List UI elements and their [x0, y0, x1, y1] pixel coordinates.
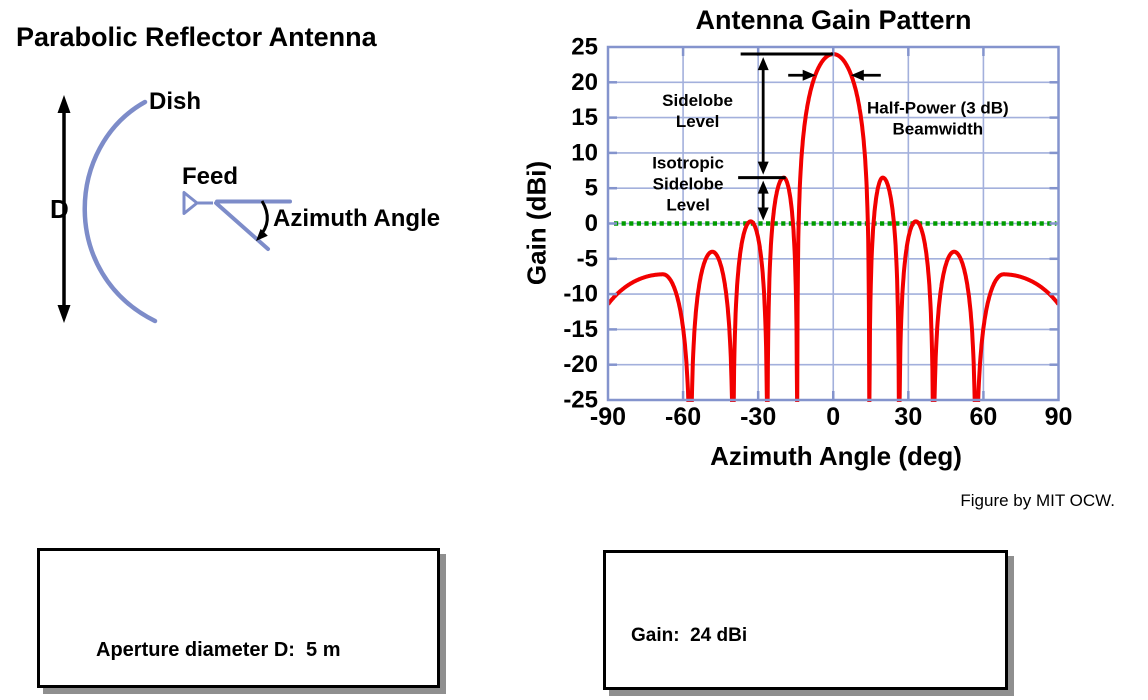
parabolic-antenna-diagram	[57, 95, 292, 324]
result-line: Gain: 24 dBi	[631, 625, 748, 646]
isotropic-sidelobe-label: Isotropic Sidelobe Level	[652, 153, 724, 214]
chart-annotations: Sidelobe Level Isotropic Sidelobe Level Half-…	[652, 52, 1009, 221]
pattern-results-box: Gain: 24 dBi Isotropic Sidelobe Level: 6…	[603, 550, 1008, 690]
sidelobe-level-label: Sidelobe Level	[662, 91, 733, 131]
y-tick-label: -20	[563, 351, 598, 378]
beamwidth-arrow-left	[788, 69, 816, 81]
azimuth-angle-arrow	[256, 200, 269, 241]
x-tick-label: -60	[665, 403, 701, 431]
x-tick-label: -90	[590, 403, 626, 431]
y-axis-title: Gain (dBi)	[521, 160, 552, 286]
y-tick-label: 10	[571, 139, 598, 166]
y-tick-label: 0	[585, 210, 598, 237]
x-tick-label: -30	[740, 403, 776, 431]
diameter-label: D	[50, 194, 69, 224]
x-tick-label: 90	[1045, 403, 1073, 431]
y-tick-label: -25	[563, 387, 598, 414]
y-tick-label: 5	[585, 175, 598, 202]
antenna-gain-chart: 25 20 15 10 5 0 -5 -10 -15 -20 -25-90 -60 -30 0 30 60 90…	[563, 34, 1072, 432]
y-tick-label: 15	[571, 104, 598, 131]
parameter-line: Aperture diameter D: 5 m	[96, 639, 341, 661]
y-tick-label: -15	[563, 316, 598, 343]
chart-title: Antenna Gain Pattern	[695, 5, 972, 35]
x-tick-labels: -90 -60 -30 0 30 60 90	[590, 403, 1072, 431]
feed-label: Feed	[182, 163, 239, 190]
azimuth-angle-label: Azimuth Angle	[273, 205, 441, 232]
x-tick-label: 60	[970, 403, 998, 431]
dish-label: Dish	[149, 88, 202, 115]
antenna-parameters-box: Aperture diameter D: 5 m Frequency: 300 …	[37, 548, 440, 688]
y-tick-label: 20	[571, 69, 598, 96]
isotropic-sidelobe-arrow	[757, 180, 769, 221]
figure-credit: Figure by MIT OCW.	[960, 491, 1115, 510]
sidelobe-level-arrow	[757, 57, 769, 175]
diameter-arrow	[57, 95, 71, 323]
plot-border	[606, 45, 1060, 402]
dish-arc	[82, 99, 158, 324]
half-power-beamwidth-label: Half-Power (3 dB) Beamwidth	[867, 98, 1009, 138]
left-diagram-title: Parabolic Reflector Antenna	[16, 22, 377, 52]
x-tick-label: 30	[894, 403, 922, 431]
beamwidth-arrow-right	[850, 69, 881, 81]
y-tick-label: -5	[577, 245, 598, 272]
y-tick-label: -10	[563, 281, 598, 308]
y-tick-label: 25	[571, 34, 598, 61]
feed-horn-icon	[182, 191, 213, 215]
x-tick-label: 0	[826, 403, 840, 431]
x-axis-title: Azimuth Angle (deg)	[710, 441, 962, 471]
y-tick-labels: 25 20 15 10 5 0 -5 -10 -15 -20 -25	[563, 34, 598, 414]
azimuth-line	[214, 201, 270, 251]
